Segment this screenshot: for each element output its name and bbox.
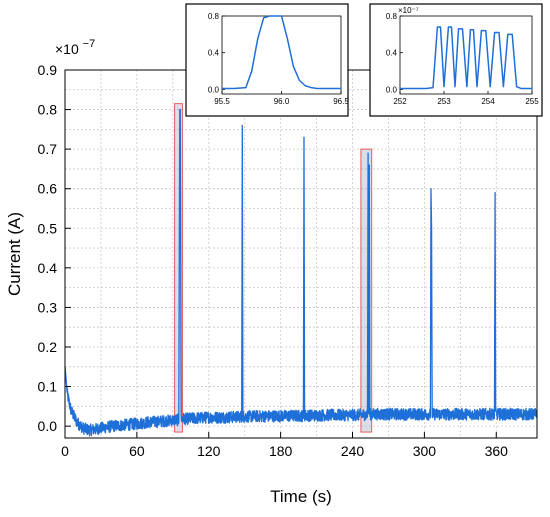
inset-x-tick-label: 252 xyxy=(393,97,407,106)
y-axis-multiplier-base: ×10 xyxy=(55,41,79,57)
y-tick-label: 0.3 xyxy=(38,299,58,315)
highlight-box xyxy=(174,103,183,433)
highlight-box xyxy=(360,148,373,433)
y-tick-label: 0.6 xyxy=(38,181,58,197)
inset-x-tick-label: 96.5 xyxy=(333,97,349,106)
inset-frame xyxy=(185,3,349,117)
y-tick-label: 0.1 xyxy=(38,379,58,395)
inset-plot-frame xyxy=(399,15,533,95)
inset-y-tick-label: 0.0 xyxy=(208,85,220,94)
y-tick-label: 0.2 xyxy=(38,339,58,355)
inset-y-tick-label: 0.8 xyxy=(386,12,398,21)
inset-x-tick-label: 255 xyxy=(525,97,539,106)
grid-lines xyxy=(64,69,537,438)
inset-peak-96s: 95.5 96.0 96.5 0.0 0.4 0.8 xyxy=(185,3,349,117)
x-tick-label: 300 xyxy=(413,443,437,459)
inset-x-tick-label: 96.0 xyxy=(274,97,290,106)
inset-series-line xyxy=(222,15,341,90)
y-axis-title: Current (A) xyxy=(5,212,24,296)
inset-x-tick-label: 95.5 xyxy=(214,97,230,106)
x-tick-label: 120 xyxy=(197,443,221,459)
y-tick-label: 0.7 xyxy=(38,141,58,157)
current-series xyxy=(64,108,538,437)
inset-peaks-253s: 252 253 254 255 0.0 0.4 0.8×10⁻⁷ xyxy=(369,3,543,117)
x-tick-label: 360 xyxy=(485,443,509,459)
inset-x-tick-label: 254 xyxy=(481,97,495,106)
y-axis-multiplier-exponent: −7 xyxy=(83,38,96,50)
axis-ticks: 0 60 120 180 240 300 360 0.0 0.1 0.2 0.3 0.4 0.5 0.6 0… xyxy=(38,62,509,459)
y-tick-label: 0.8 xyxy=(38,102,58,118)
plot-frame xyxy=(64,69,538,439)
inset-x-tick-label: 253 xyxy=(437,97,451,106)
x-tick-label: 60 xyxy=(129,443,145,459)
inset-y-tick-label: 0.8 xyxy=(208,12,220,21)
y-tick-label: 0.9 xyxy=(38,62,58,78)
x-tick-label: 180 xyxy=(269,443,293,459)
inset-series-line xyxy=(400,26,532,90)
current-series-line xyxy=(64,108,538,437)
highlight-regions xyxy=(174,103,373,433)
y-tick-label: 0.5 xyxy=(38,220,58,236)
x-axis-title: Time (s) xyxy=(270,487,332,506)
inset-y-tick-label: 0.4 xyxy=(386,49,398,58)
x-tick-label: 240 xyxy=(341,443,365,459)
y-tick-label: 0.4 xyxy=(38,260,58,276)
y-tick-label: 0.0 xyxy=(38,418,58,434)
y-axis-multiplier: ×10 −7 xyxy=(55,38,95,57)
x-tick-label: 0 xyxy=(61,443,69,459)
inset-y-multiplier: ×10⁻⁷ xyxy=(398,6,419,15)
inset-y-tick-label: 0.0 xyxy=(386,85,398,94)
inset-y-tick-label: 0.4 xyxy=(208,49,220,58)
